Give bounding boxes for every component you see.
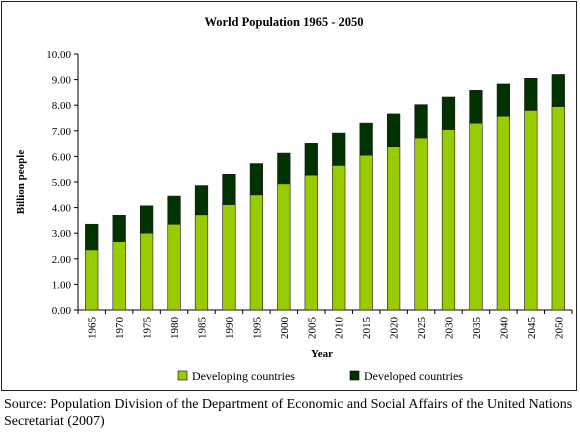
bar-developing-1975: [139, 232, 154, 311]
bar-developed-1990: [222, 174, 236, 205]
x-axis-label: Year: [311, 348, 333, 360]
bar-developing-1980: [167, 223, 181, 311]
legend-label-developing: Developing countries: [192, 369, 295, 383]
x-tick-label: 2025: [416, 317, 428, 340]
legend: Developing countries Developed countries: [177, 369, 463, 383]
bar-developing-2005: [304, 174, 318, 311]
y-tick-label: 1.00: [52, 279, 72, 291]
bar-developed-1965: [85, 223, 99, 251]
bar-developed-2025: [414, 104, 428, 139]
x-tick-label: 2015: [361, 317, 373, 340]
source-note: Source: Population Division of the Depar…: [4, 397, 573, 429]
x-tick-label: 1970: [114, 317, 126, 340]
bar-developed-2030: [441, 96, 456, 130]
x-tick-label: 2005: [306, 317, 318, 340]
bar-developing-2015: [359, 154, 373, 311]
bar-developed-1995: [249, 163, 264, 196]
x-tick-label: 2040: [498, 317, 510, 340]
y-tick-label: 9.00: [52, 75, 72, 87]
x-tick-label: 2050: [553, 317, 565, 340]
bar-developed-2000: [277, 152, 291, 185]
x-axis: 1965 1970 1975 1980 1985 1990 1995 2000 2005 2010…: [77, 309, 573, 340]
chart-title: World Population 1965 - 2050: [204, 15, 363, 29]
bar-developing-2040: [496, 115, 511, 311]
bar-developed-2035: [469, 90, 483, 124]
y-tick-label: 8.00: [52, 100, 72, 112]
bar-developed-2045: [524, 78, 538, 111]
bar-developed-2020: [386, 113, 401, 147]
x-tick-label: 1965: [87, 317, 99, 340]
bar-developed-1980: [167, 195, 181, 225]
bar-developing-2020: [386, 146, 401, 311]
bar-developed-2010: [332, 132, 346, 166]
x-tick-label: 1980: [169, 317, 181, 340]
bar-developing-2025: [414, 137, 428, 311]
bar-developed-1970: [112, 214, 126, 242]
y-axis-label: Billion people: [15, 150, 27, 215]
y-tick-label: 3.00: [52, 228, 72, 240]
bar-developed-2050: [551, 74, 565, 107]
y-axis: 0.00 1.00 2.00 3.00 4.00 5.00 6.00 7.00 8.00 9.00…: [46, 49, 79, 317]
bars-group: [85, 74, 565, 311]
bar-developing-2010: [332, 165, 346, 311]
x-tick-label: 1995: [251, 317, 263, 340]
y-tick-label: 4.00: [52, 203, 72, 215]
bar-developing-1985: [194, 214, 209, 311]
bar-developed-2040: [496, 83, 511, 117]
x-tick-label: 2000: [279, 317, 291, 340]
y-tick-label: 6.00: [52, 151, 72, 163]
x-tick-label: 1990: [224, 317, 236, 340]
legend-swatch-developing: [177, 370, 188, 381]
x-tick-label: 2035: [471, 317, 483, 340]
bar-developing-2000: [277, 183, 291, 311]
x-tick-label: 2020: [389, 317, 401, 340]
x-tick-label: 1985: [197, 317, 209, 340]
y-tick-label: 0.00: [52, 305, 72, 317]
bar-developed-2005: [304, 143, 318, 176]
population-chart: World Population 1965 - 2050 Billion peo…: [15, 15, 573, 383]
bar-developing-1970: [112, 241, 126, 311]
bar-developing-2030: [441, 129, 456, 311]
bar-developed-1975: [139, 205, 154, 234]
y-tick-label: 10.00: [46, 49, 71, 61]
y-tick-label: 2.00: [52, 254, 72, 266]
chart-frame: World Population 1965 - 2050 Billion peo…: [1, 1, 577, 391]
legend-swatch-developed: [349, 370, 360, 381]
x-tick-label: 1975: [142, 317, 154, 340]
x-tick-label: 2030: [444, 317, 456, 340]
x-tick-label: 2045: [526, 317, 538, 340]
bar-developing-2035: [469, 122, 483, 311]
legend-label-developed: Developed countries: [364, 369, 463, 383]
bar-developed-2015: [359, 122, 373, 156]
bar-developing-2050: [551, 106, 565, 311]
bar-developing-1990: [222, 204, 236, 311]
bar-developing-2045: [524, 110, 538, 311]
bar-developing-1995: [249, 194, 264, 311]
x-tick-label: 2010: [334, 317, 346, 340]
y-tick-label: 7.00: [52, 126, 72, 138]
bar-developing-1965: [85, 249, 99, 311]
y-tick-label: 5.00: [52, 177, 72, 189]
bar-developed-1985: [194, 185, 209, 216]
